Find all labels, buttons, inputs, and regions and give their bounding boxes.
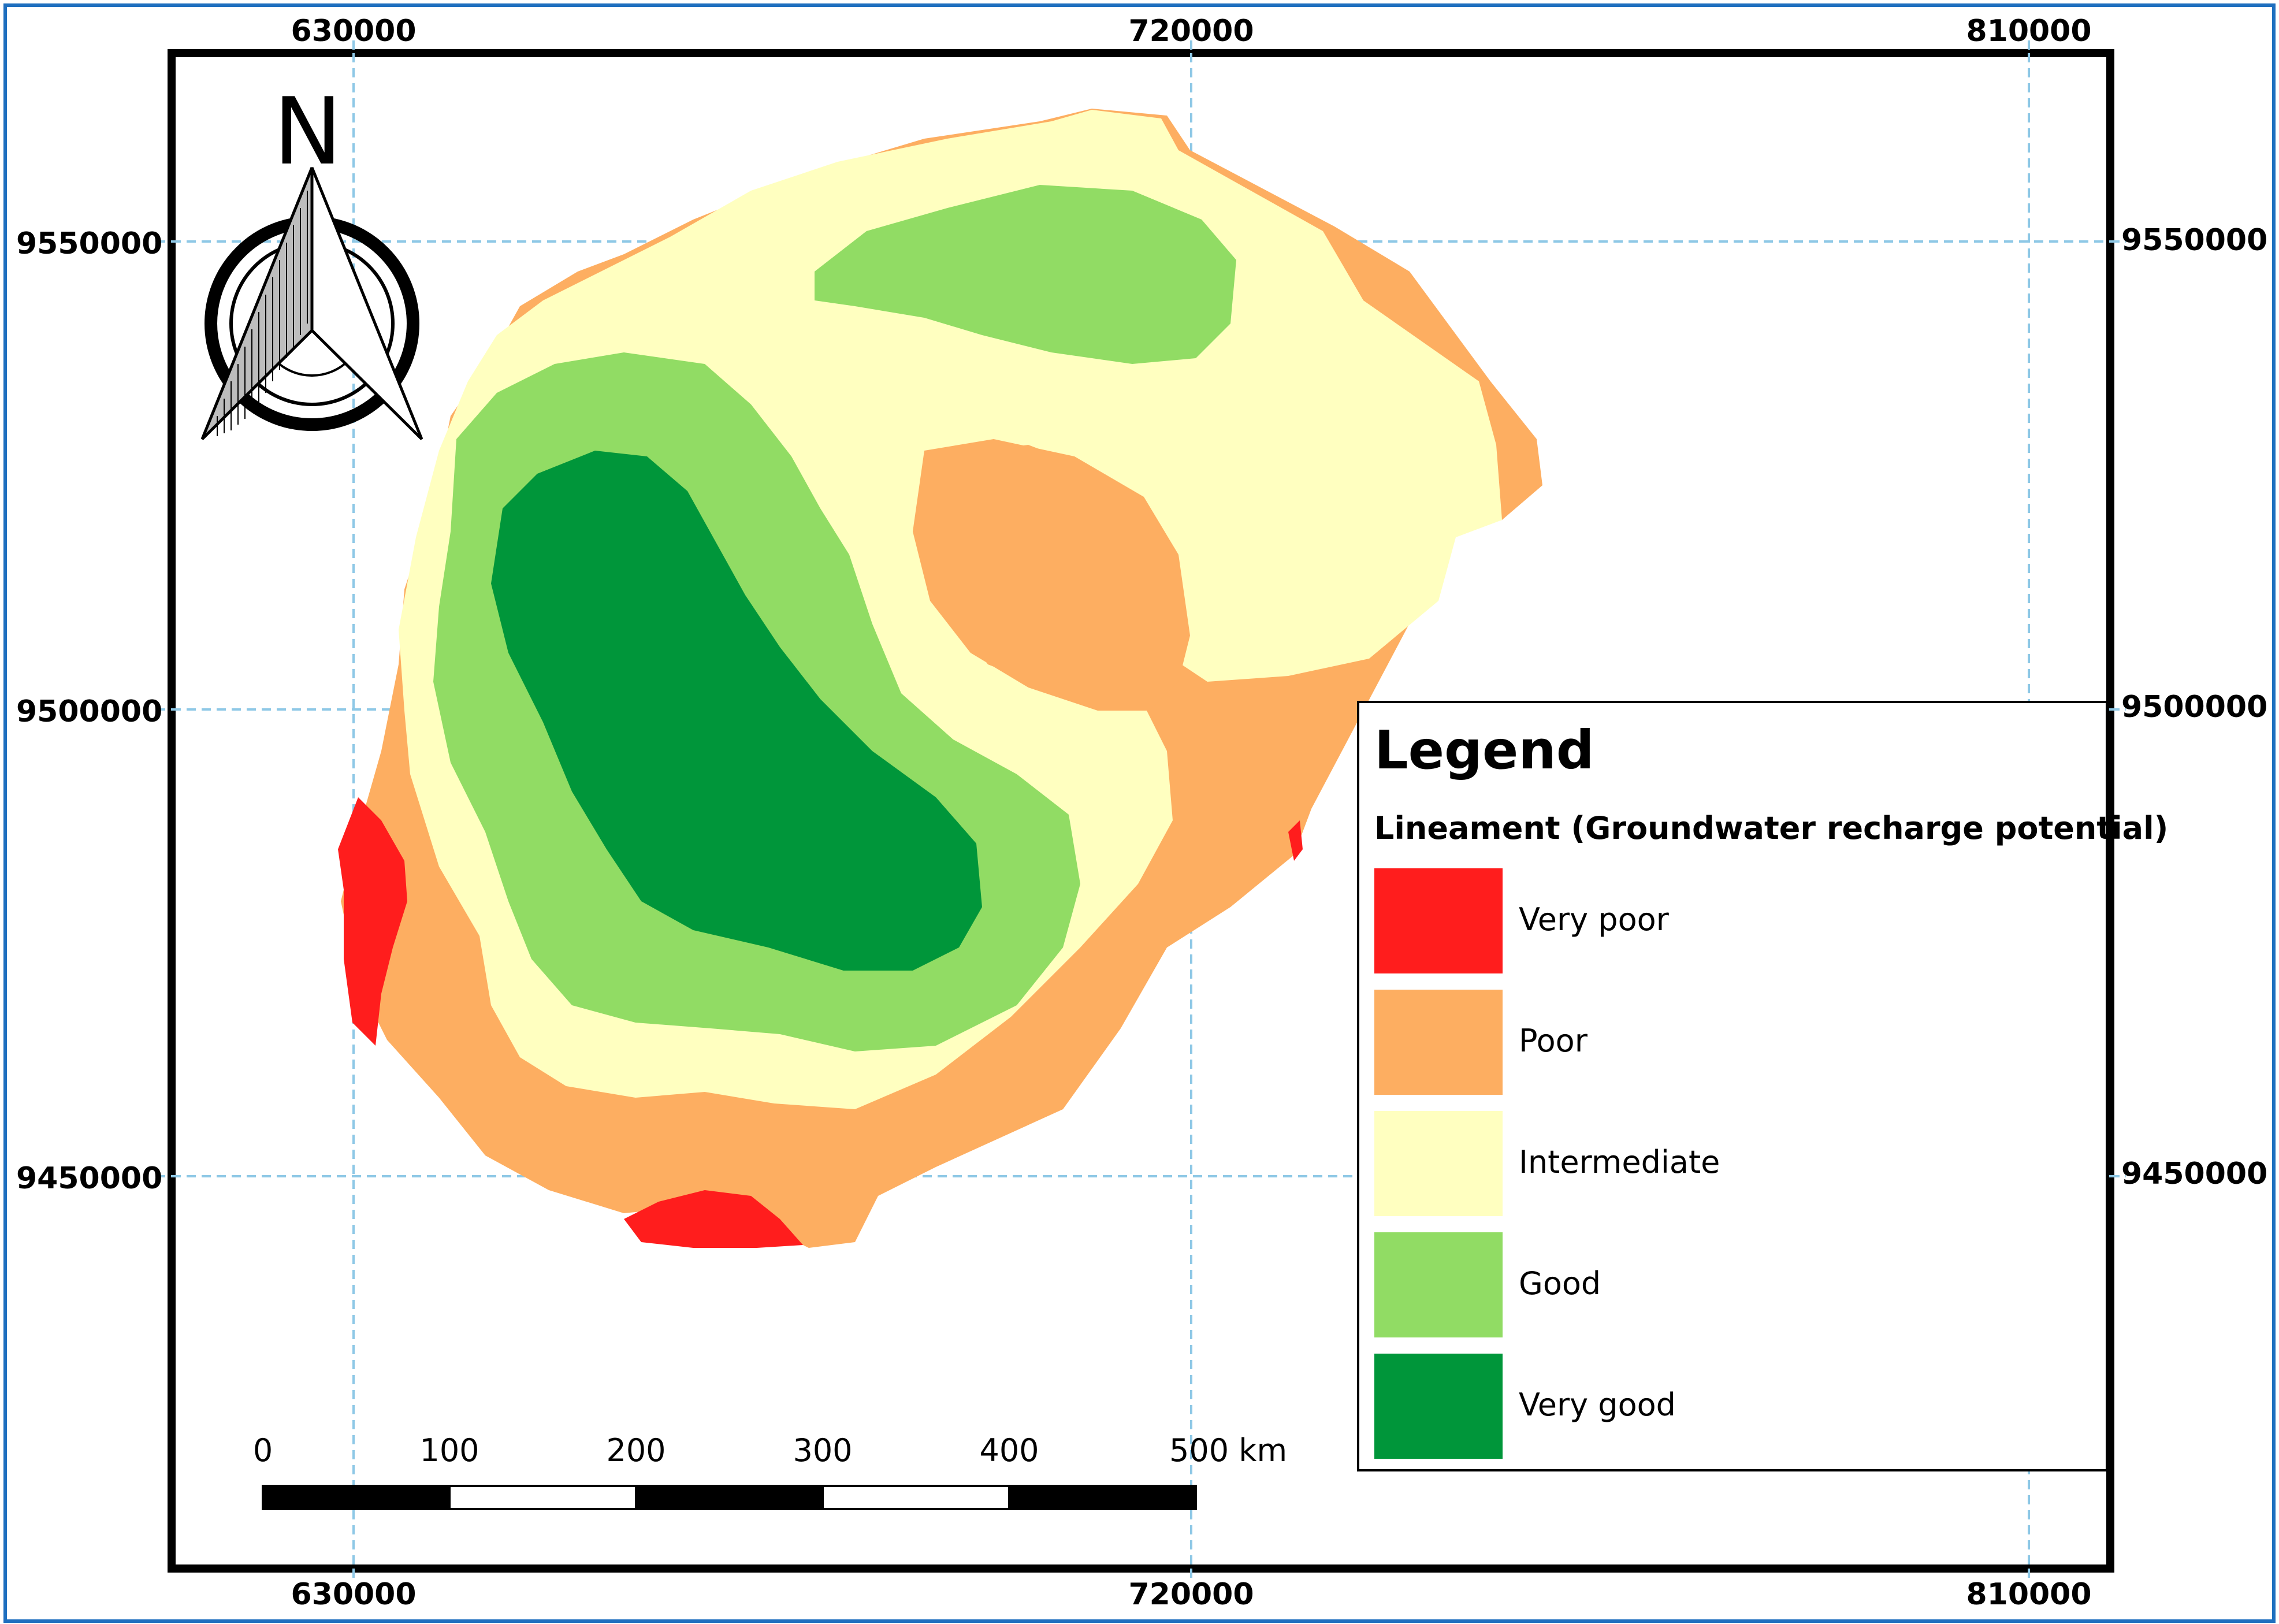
scale-label-0: 0 (252, 1432, 273, 1469)
scale-segment-3 (635, 1485, 824, 1510)
right-y-label-1: 9550000 (2121, 223, 2268, 258)
bottom-x-label-2: 720000 (1128, 1577, 1254, 1612)
legend-swatch-good (1374, 1232, 1503, 1337)
zone-poor-east-lobe (913, 439, 1190, 711)
scale-segment-5 (1008, 1485, 1197, 1510)
scale-bar (262, 1485, 1197, 1510)
recharge-zones (338, 109, 1542, 1248)
bottom-x-label-1: 630000 (291, 1577, 417, 1612)
zone-very-poor-south (624, 1190, 803, 1248)
top-x-label-3: 810000 (1966, 14, 2092, 49)
north-letter: N (273, 77, 343, 185)
legend-swatch-intermediate (1374, 1111, 1503, 1216)
zone-very-poor-west (338, 797, 407, 1046)
top-x-label-1: 630000 (291, 14, 417, 49)
left-y-label-3: 9450000 (16, 1161, 163, 1196)
legend-item-very-poor: Very poor (1374, 868, 2091, 973)
legend-label-very-poor: Very poor (1519, 901, 1669, 938)
scale-segment-2 (448, 1485, 637, 1510)
legend-item-good: Good (1374, 1232, 2091, 1337)
scale-label-200: 200 (606, 1432, 666, 1469)
legend-swatch-very-poor (1374, 868, 1503, 973)
scale-label-100: 100 (419, 1432, 479, 1469)
right-y-label-3: 9450000 (2121, 1157, 2268, 1191)
zone-good-north (815, 185, 1236, 364)
scale-label-400: 400 (979, 1432, 1039, 1469)
legend-label-good: Good (1519, 1265, 1601, 1302)
scale-segment-4 (821, 1485, 1010, 1510)
legend-item-poor: Poor (1374, 990, 2091, 1095)
legend: Legend Lineament (Groundwater recharge p… (1357, 701, 2168, 1471)
left-y-label-1: 9550000 (16, 226, 163, 261)
scale-label-500: 500 km (1169, 1432, 1288, 1469)
legend-label-intermediate: Intermediate (1519, 1144, 1720, 1180)
zone-very-poor-east (1288, 820, 1303, 861)
north-arrow-icon (200, 167, 423, 440)
legend-swatch-very-good (1374, 1354, 1503, 1459)
top-x-label-2: 720000 (1128, 14, 1254, 49)
legend-item-very-good: Very good (1374, 1354, 2091, 1459)
left-y-label-2: 9500000 (16, 694, 163, 729)
scale-segment-1 (262, 1485, 451, 1510)
outer-border (3, 3, 2276, 1623)
scale-label-300: 300 (793, 1432, 853, 1469)
legend-item-intermediate: Intermediate (1374, 1111, 2091, 1216)
right-y-label-2: 9500000 (2121, 690, 2268, 724)
zone-very-good (491, 451, 982, 971)
legend-title: Legend (1374, 719, 1594, 781)
legend-swatch-poor (1374, 990, 1503, 1095)
legend-label-very-good: Very good (1519, 1387, 1676, 1423)
legend-label-poor: Poor (1519, 1023, 1588, 1059)
legend-subtitle: Lineament (Groundwater recharge potentia… (1374, 810, 2169, 846)
bottom-x-label-3: 810000 (1966, 1577, 2092, 1612)
